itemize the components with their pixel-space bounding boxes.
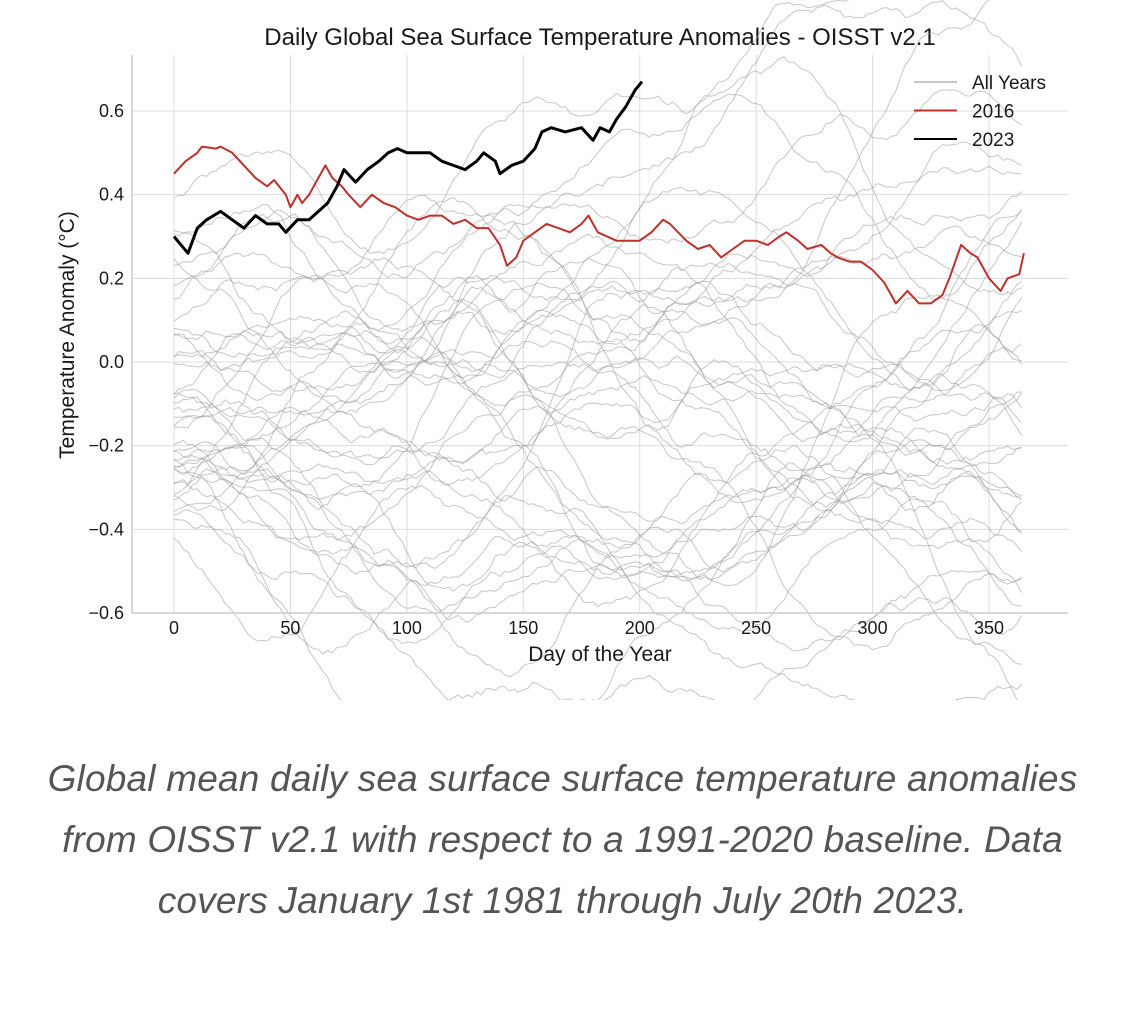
x-tick-label: 50 [280, 618, 300, 638]
all-years-line [173, 280, 1022, 501]
all-years-line [173, 303, 1022, 607]
x-tick-label: 0 [169, 618, 179, 638]
all-years-line [173, 221, 1023, 443]
all-years-line [173, 89, 1022, 419]
all-years-line [173, 359, 1022, 582]
legend-item: 2023 [914, 130, 1014, 151]
series-line-2023 [172, 80, 644, 255]
all-years-line [173, 309, 1022, 549]
y-tick-label: 0.0 [99, 352, 124, 372]
all-years-line [173, 56, 1022, 335]
y-tick-label: 0.4 [99, 185, 124, 205]
x-tick-labels: 0 50 100 150 200 250 300 350 [169, 618, 1004, 638]
all-years-line [173, 444, 1022, 678]
all-years-line [173, 275, 1022, 424]
x-tick-label: 250 [741, 618, 771, 638]
series-line-2016 [173, 145, 1025, 305]
y-tick-label: −0.4 [88, 519, 124, 539]
all-years-line [173, 427, 1022, 592]
legend-label: All Years [972, 73, 1046, 94]
all-years-line [173, 257, 1022, 651]
axes [131, 55, 1068, 614]
x-tick-label: 150 [508, 618, 538, 638]
all-years-line [173, 298, 1022, 525]
grid [132, 55, 1068, 614]
chart-title: Daily Global Sea Surface Temperature Ano… [264, 24, 935, 51]
all-years-line [173, 446, 1022, 608]
all-years-line [173, 310, 1022, 655]
all-years-line [173, 209, 1023, 587]
highlight-series [172, 80, 1025, 305]
legend: All Years 2016 2023 [914, 73, 1046, 151]
all-years-line [173, 258, 1022, 486]
figure-caption: Global mean daily sea surface surface te… [47, 758, 1078, 921]
x-tick-label: 100 [392, 618, 422, 638]
all-years-lines [173, 0, 1023, 700]
all-years-line [173, 93, 1023, 364]
y-tick-labels: −0.6 −0.4 −0.2 0.0 0.2 0.4 0.6 [88, 101, 124, 623]
y-axis-label: Temperature Anomaly (°C) [56, 211, 79, 459]
all-years-line [173, 0, 850, 351]
all-years-line [173, 519, 1023, 700]
legend-label: 2016 [972, 102, 1014, 123]
all-years-line [173, 427, 1022, 624]
y-tick-label: −0.6 [88, 603, 124, 623]
all-years-line [173, 355, 1018, 700]
all-years-line [173, 459, 1022, 700]
all-years-line [173, 251, 1022, 465]
all-years-line [173, 190, 1022, 405]
legend-label: 2023 [972, 130, 1014, 151]
x-tick-label: 200 [625, 618, 655, 638]
all-years-line [173, 388, 1022, 700]
y-tick-label: 0.6 [99, 101, 124, 121]
all-years-line [173, 225, 1022, 575]
all-years-line [173, 0, 990, 343]
all-years-line [173, 282, 1022, 488]
x-tick-label: 300 [858, 618, 888, 638]
x-axis-label: Day of the Year [528, 643, 672, 666]
all-years-line [173, 141, 1022, 367]
all-years-line [173, 329, 1023, 626]
all-years-line [173, 375, 1023, 468]
legend-item: 2016 [914, 102, 1014, 123]
y-tick-label: 0.2 [99, 268, 124, 288]
all-years-line [173, 209, 1022, 645]
chart: Daily Global Sea Surface Temperature Ano… [56, 0, 1068, 700]
y-tick-label: −0.2 [88, 436, 124, 456]
all-years-line [173, 196, 1023, 553]
legend-item: All Years [914, 73, 1046, 94]
all-years-line [173, 186, 1023, 436]
x-tick-label: 350 [974, 618, 1004, 638]
